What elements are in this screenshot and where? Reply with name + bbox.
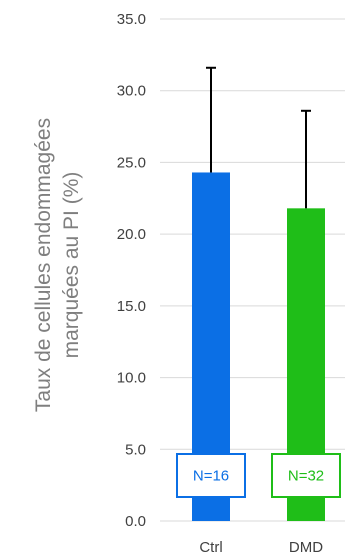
y-tick-label: 5.0: [125, 441, 146, 458]
sample-size-label: N=32: [288, 468, 324, 485]
x-tick-labels: Ctrl DMD: [199, 539, 323, 556]
sample-size-label: N=16: [193, 468, 229, 485]
sample-size-boxes: N=16 N=32: [176, 453, 341, 498]
y-tick-label: 30.0: [117, 83, 146, 100]
y-tick-label: 35.0: [117, 11, 146, 28]
gridlines: [160, 18, 345, 522]
y-tick-label: 10.0: [117, 370, 146, 387]
y-tick-label: 0.0: [125, 513, 146, 530]
x-tick-label: Ctrl: [199, 539, 222, 556]
x-tick-label: DMD: [289, 539, 323, 556]
y-tick-labels: 0.0 5.0 10.0 15.0 20.0 25.0 30.0 35.0: [117, 11, 146, 530]
sample-size-box: [271, 453, 341, 498]
error-bars: [206, 66, 311, 209]
y-tick-label: 25.0: [117, 154, 146, 171]
y-axis-label-line2: marquées au PI (%): [60, 172, 83, 359]
sample-size-box: [176, 453, 246, 498]
y-axis-title: Taux de cellules endommagées marquées au…: [32, 118, 83, 412]
y-tick-label: 15.0: [117, 298, 146, 315]
y-tick-label: 20.0: [117, 226, 146, 243]
y-axis-label-line1: Taux de cellules endommagées: [32, 118, 55, 412]
